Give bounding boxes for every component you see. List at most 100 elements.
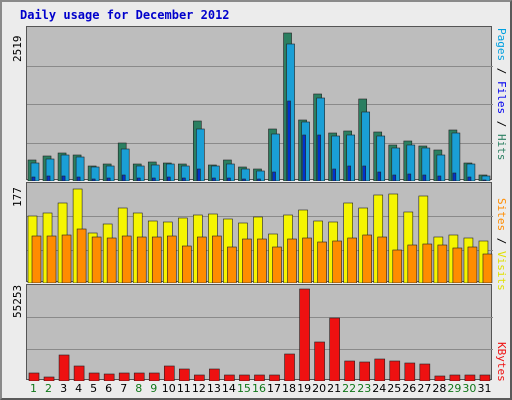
kbytes-bar-9 bbox=[148, 372, 160, 381]
day-label-22: 22 bbox=[342, 382, 357, 395]
kbytes-bar-15 bbox=[239, 374, 250, 381]
sites-bar-10 bbox=[166, 235, 177, 283]
files-bar-26 bbox=[406, 144, 416, 181]
pages-bar-26 bbox=[407, 173, 412, 181]
pages-bar-3 bbox=[61, 175, 66, 181]
pages-bar-19 bbox=[302, 134, 306, 181]
pages-bar-16 bbox=[257, 178, 261, 181]
pages-bar-31 bbox=[482, 179, 487, 181]
sites-bar-5 bbox=[91, 236, 102, 283]
pages-bar-25 bbox=[392, 174, 397, 181]
pages-bar-21 bbox=[332, 168, 336, 181]
day-label-24: 24 bbox=[372, 382, 387, 395]
visits-legend: Sites / Visits bbox=[495, 198, 508, 291]
visits-bar-27 bbox=[418, 195, 429, 283]
files-bar-8 bbox=[135, 165, 145, 181]
pages-bar-12 bbox=[197, 168, 201, 181]
files-bar-16 bbox=[256, 170, 265, 181]
kbytes-bar-4 bbox=[73, 365, 85, 381]
sites-bar-2 bbox=[46, 235, 57, 283]
kbytes-bar-24 bbox=[374, 358, 386, 381]
sites-bar-8 bbox=[136, 236, 147, 283]
sites-bar-19 bbox=[302, 237, 312, 283]
pages-bar-23 bbox=[362, 165, 367, 181]
kbytes-max-label: 55253 bbox=[11, 284, 24, 318]
pages-bar-5 bbox=[91, 178, 96, 181]
kbytes-bar-17 bbox=[269, 374, 280, 381]
kbytes-bar-2 bbox=[43, 376, 55, 381]
day-label-11: 11 bbox=[176, 382, 191, 395]
legend-visits: Visits bbox=[495, 251, 508, 291]
kbytes-bar-21 bbox=[329, 317, 340, 381]
pages-bar-22 bbox=[347, 165, 351, 181]
files-bar-11 bbox=[181, 165, 190, 181]
day-label-23: 23 bbox=[357, 382, 372, 395]
visits-chart bbox=[27, 188, 493, 283]
files-bar-17 bbox=[271, 133, 280, 181]
files-bar-22 bbox=[346, 134, 355, 181]
pages-bar-18 bbox=[287, 100, 291, 181]
day-label-25: 25 bbox=[387, 382, 402, 395]
day-label-2: 2 bbox=[45, 382, 53, 395]
day-label-9: 9 bbox=[150, 382, 158, 395]
sites-bar-26 bbox=[407, 244, 418, 283]
files-bar-29 bbox=[451, 132, 461, 181]
kbytes-panel bbox=[26, 284, 493, 381]
sites-bar-6 bbox=[106, 237, 117, 283]
kbytes-chart bbox=[27, 288, 493, 381]
pages-bar-28 bbox=[437, 175, 442, 181]
pages-bar-10 bbox=[166, 176, 171, 181]
sites-bar-18 bbox=[287, 238, 297, 283]
files-bar-28 bbox=[436, 154, 446, 181]
day-label-1: 1 bbox=[30, 382, 37, 395]
pages-bar-27 bbox=[422, 174, 427, 181]
pages-bar-20 bbox=[317, 134, 321, 181]
files-bar-25 bbox=[391, 147, 401, 181]
day-label-29: 29 bbox=[447, 382, 462, 395]
kbytes-bar-14 bbox=[224, 374, 235, 381]
files-bar-12 bbox=[196, 128, 205, 181]
pages-bar-30 bbox=[467, 176, 472, 181]
kbytes-bar-30 bbox=[464, 374, 476, 381]
kbytes-bar-12 bbox=[194, 374, 205, 381]
day-label-19: 19 bbox=[297, 382, 312, 395]
kbytes-bar-11 bbox=[179, 368, 190, 381]
kbytes-bar-6 bbox=[103, 373, 115, 381]
kbytes-bar-18 bbox=[284, 353, 295, 381]
files-bar-7 bbox=[120, 148, 130, 181]
legend-sites: Sites bbox=[495, 198, 508, 232]
pages-bar-24 bbox=[377, 171, 382, 181]
hits-legend: Pages / Files / Hits bbox=[495, 28, 508, 161]
files-bar-30 bbox=[466, 163, 476, 181]
sites-bar-21 bbox=[332, 240, 342, 283]
day-label-18: 18 bbox=[282, 382, 297, 395]
kbytes-bar-7 bbox=[118, 372, 130, 381]
day-label-5: 5 bbox=[90, 382, 98, 395]
pages-bar-11 bbox=[182, 177, 186, 181]
sites-bar-14 bbox=[227, 246, 237, 283]
sites-bar-28 bbox=[437, 244, 448, 283]
sites-bar-16 bbox=[257, 238, 267, 283]
visits-bar-25 bbox=[388, 193, 399, 283]
kbytes-bar-8 bbox=[133, 372, 145, 381]
pages-bar-13 bbox=[212, 177, 216, 181]
files-bar-6 bbox=[105, 165, 115, 181]
day-label-26: 26 bbox=[402, 382, 417, 395]
day-label-20: 20 bbox=[312, 382, 327, 395]
sites-bar-3 bbox=[61, 234, 72, 283]
pages-bar-7 bbox=[121, 174, 126, 181]
files-bar-15 bbox=[241, 168, 250, 181]
kbytes-bar-5 bbox=[88, 372, 100, 381]
legend-kbytes: KBytes bbox=[495, 342, 508, 382]
kbytes-bar-10 bbox=[163, 365, 175, 381]
day-label-7: 7 bbox=[120, 382, 128, 395]
day-label-21: 21 bbox=[327, 382, 342, 395]
sites-bar-20 bbox=[317, 241, 327, 283]
day-label-10: 10 bbox=[161, 382, 176, 395]
kbytes-bar-25 bbox=[389, 360, 401, 381]
legend-files: Files bbox=[495, 81, 508, 115]
sites-bar-31 bbox=[482, 253, 493, 283]
legend-hits: Hits bbox=[495, 134, 508, 161]
sites-bar-7 bbox=[121, 235, 132, 283]
files-bar-14 bbox=[226, 163, 235, 181]
